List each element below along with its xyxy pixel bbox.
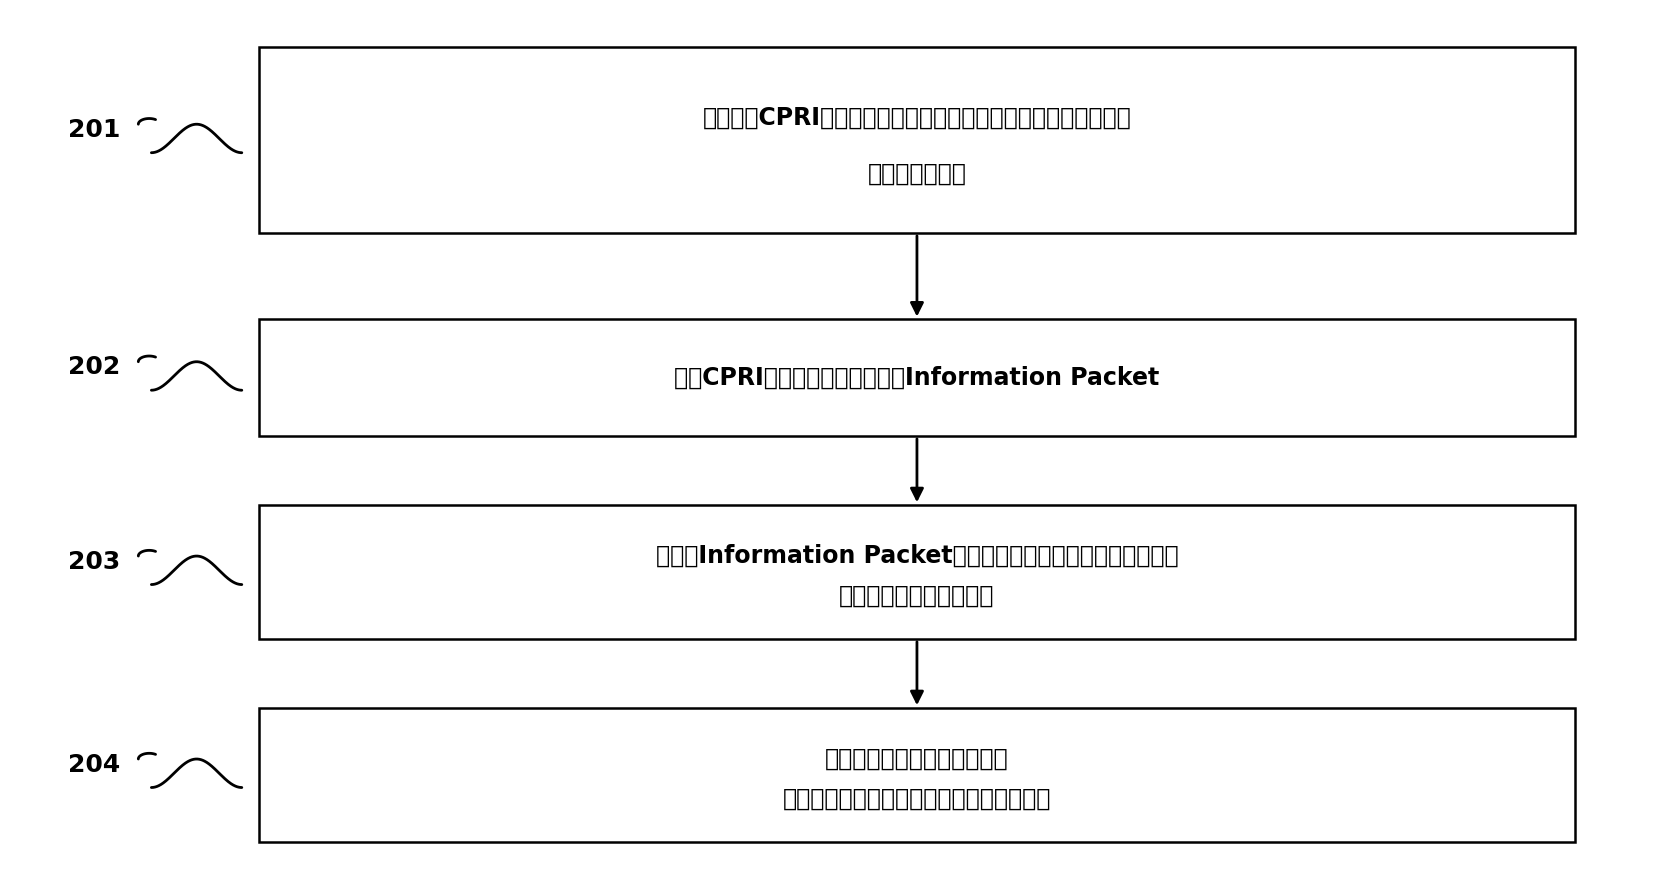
Bar [260,319,1575,436]
Text: 并在空余处添加填充比特: 并在空余处添加填充比特 [840,584,995,608]
Text: 203: 203 [68,549,121,574]
Bar [260,47,1575,233]
Text: 判断所述CPRI接口是否位于下行调制之前且位于上行解调后；如: 判断所述CPRI接口是否位于下行调制之前且位于上行解调后；如 [703,106,1131,130]
Text: 204: 204 [68,753,121,777]
Text: 将信息包容器承载到超帧中，: 将信息包容器承载到超帧中， [825,747,1008,771]
Text: 果否则步骤结束: 果否则步骤结束 [868,161,967,186]
Text: 将所述Information Packet映射到一个或一个以上信息包容器中: 将所述Information Packet映射到一个或一个以上信息包容器中 [656,544,1179,568]
Text: 并在超帧的空余处添加填充比特信息包容器: 并在超帧的空余处添加填充比特信息包容器 [784,787,1051,811]
Text: 201: 201 [68,118,121,142]
Text: 将该CPRI接口传输的数据封装为Information Packet: 将该CPRI接口传输的数据封装为Information Packet [674,365,1160,390]
Text: 202: 202 [68,355,121,379]
Bar [260,708,1575,842]
Bar [260,505,1575,639]
